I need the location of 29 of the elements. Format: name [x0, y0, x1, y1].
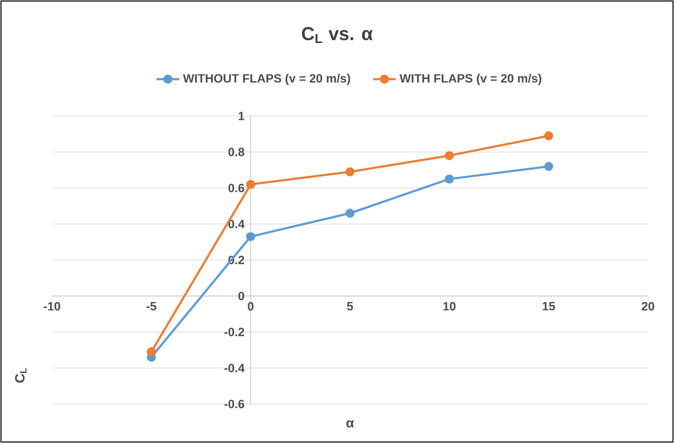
point	[246, 232, 256, 242]
x-tick-label: 0	[248, 302, 254, 311]
y-tick-label: 0.6	[228, 184, 244, 192]
y-tick-label: 0	[238, 292, 244, 300]
x-tick-label: 10	[443, 302, 456, 311]
y-tick-label: 0.4	[228, 220, 245, 228]
point	[544, 162, 554, 171]
y-tick-label: -0.2	[224, 328, 244, 336]
y-tick-label: 0.8	[228, 148, 244, 156]
y-tick-label: -0.4	[224, 364, 245, 372]
x-tick-label: 15	[542, 302, 556, 310]
point	[246, 180, 256, 189]
x-tick-label: 5	[347, 302, 353, 310]
y-tick-label: 1	[238, 112, 244, 120]
point	[444, 151, 454, 160]
point	[544, 131, 554, 140]
point	[345, 208, 355, 218]
x-axis-title: α	[346, 420, 354, 428]
x-tick-label: -10	[44, 302, 60, 311]
y-tick-label: -0.6	[224, 400, 244, 408]
legend-label: WITH FLAPS (v = 20 m/s)	[400, 74, 542, 85]
point	[146, 347, 156, 356]
chart-title: C$_{L}$ vs. α	[302, 27, 373, 43]
point	[444, 174, 454, 184]
x-tick-label: 20	[642, 302, 654, 311]
legend-label: WITHOUT FLAPS (v = 20 m/s)	[182, 74, 350, 85]
point	[345, 167, 355, 176]
x-tick-label: -5	[146, 302, 156, 310]
y-axis-title: C$_{L}$	[15, 368, 26, 383]
